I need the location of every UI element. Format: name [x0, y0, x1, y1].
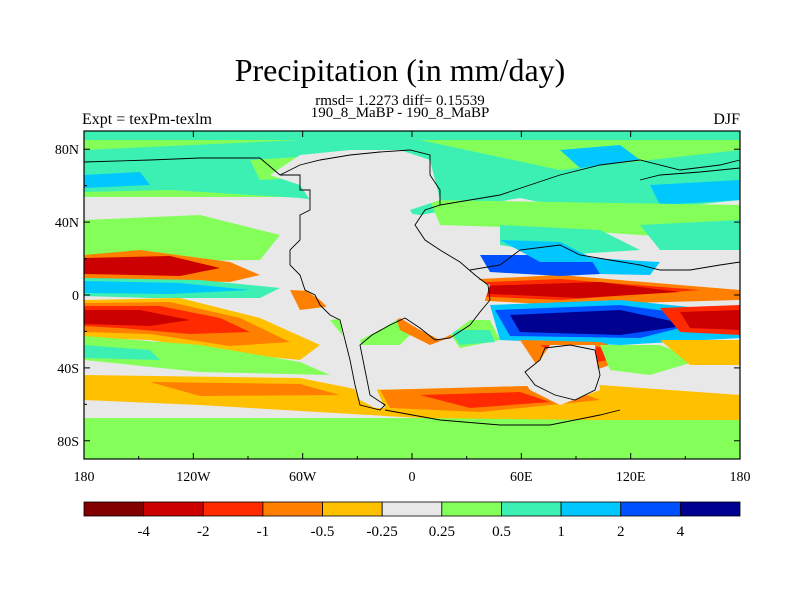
coastline-arctic-america	[83, 157, 281, 176]
legend-swatch	[202, 501, 264, 517]
legend-label: 4	[677, 524, 685, 540]
legend-swatch	[322, 501, 383, 517]
x-tick-label: 120W	[176, 470, 211, 485]
legend-label: -0.5	[311, 524, 335, 540]
legend-swatch	[262, 501, 323, 517]
y-tick-label: 80S	[57, 435, 79, 450]
legend-swatch	[441, 501, 502, 517]
y-tick-label: 0	[72, 289, 79, 304]
x-axis: 180 120W 60W 0 60E 120E 180	[74, 131, 751, 485]
legend-label: -1	[257, 524, 270, 540]
x-tick-label: 60W	[289, 470, 317, 485]
legend-label: -0.25	[367, 524, 398, 540]
legend-swatch	[501, 501, 562, 517]
precipitation-field	[84, 131, 740, 459]
legend-label: -4	[137, 524, 150, 540]
page-title: Precipitation (in mm/day)	[234, 52, 566, 88]
x-tick-label: 180	[730, 470, 751, 485]
stats-subtitle: rmsd= 1.2273 diff= 0.15539	[315, 93, 485, 109]
coastline-eurasia-north	[439, 159, 741, 206]
x-tick-label: 180	[74, 470, 95, 485]
run-subtitle: 190_8_MaBP - 190_8_MaBP	[310, 105, 490, 121]
experiment-label: Expt = texPm-texlm	[82, 111, 212, 128]
legend-swatch	[83, 501, 145, 517]
coastline-americas-atlantic	[279, 149, 491, 411]
y-tick-label: 80N	[55, 143, 79, 158]
x-tick-label: 0	[409, 470, 416, 485]
y-tick-label: 40S	[57, 362, 79, 377]
legend-label: 1	[557, 524, 565, 540]
y-axis: 80N 40N 0 40S 80S	[55, 143, 740, 450]
legend-swatch	[679, 501, 741, 517]
x-tick-label: 120E	[616, 470, 646, 485]
season-label: DJF	[713, 111, 740, 128]
coastline-siberia	[639, 167, 741, 181]
x-tick-label: 60E	[510, 470, 533, 485]
y-tick-label: 40N	[55, 216, 79, 231]
legend-swatch	[560, 501, 622, 517]
legend-label: 0.25	[429, 524, 455, 540]
legend-swatch	[381, 501, 443, 517]
coastline-antarctica	[384, 409, 621, 426]
coastline-australia	[524, 344, 601, 401]
legend-label: -2	[197, 524, 210, 540]
legend-swatch	[143, 501, 204, 517]
legend-label: 2	[617, 524, 625, 540]
color-legend: -4 -2 -1 -0.5 -0.25 0.25 0.5 1 2 4	[83, 501, 741, 540]
legend-label: 0.5	[492, 524, 511, 540]
coastline-asia-south	[469, 244, 741, 271]
legend-swatch	[620, 501, 681, 517]
